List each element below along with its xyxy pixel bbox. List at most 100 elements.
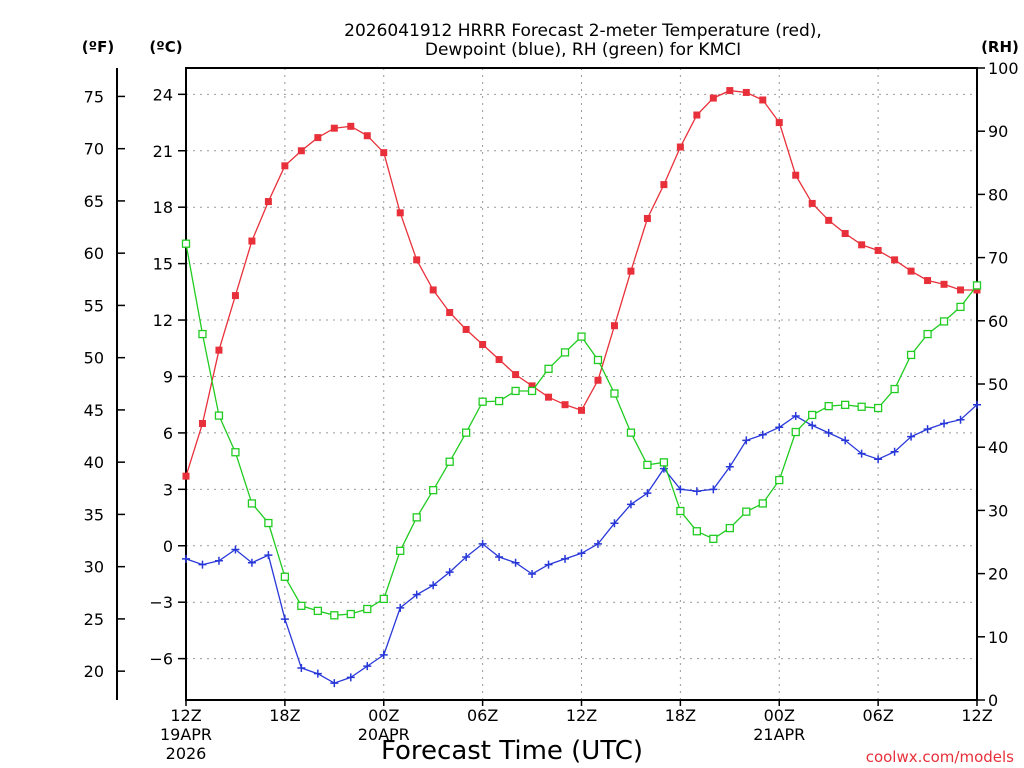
fahrenheit-tick-label: 65 bbox=[84, 192, 104, 211]
rh-marker bbox=[396, 546, 405, 555]
celsius-tick-label: 15 bbox=[153, 255, 173, 274]
temperature-marker bbox=[742, 88, 750, 96]
temperature-marker bbox=[726, 87, 734, 95]
temperature-marker bbox=[198, 420, 206, 427]
rh-marker bbox=[742, 507, 751, 516]
rh-tick-label: 10 bbox=[988, 628, 1008, 647]
time-tick-label: 00Z bbox=[764, 706, 795, 725]
dewpoint-marker bbox=[445, 568, 454, 577]
dewpoint-marker bbox=[528, 569, 537, 578]
time-tick-year: 2026 bbox=[166, 744, 207, 763]
rh-marker bbox=[659, 458, 669, 467]
time-tick-label: 12Z bbox=[961, 706, 992, 725]
fahrenheit-tick-label: 60 bbox=[84, 244, 104, 263]
temperature-marker bbox=[380, 149, 388, 157]
dewpoint-marker bbox=[231, 545, 240, 554]
temperature-marker bbox=[182, 472, 190, 480]
fahrenheit-tick-label: 30 bbox=[84, 558, 104, 577]
temperature-marker bbox=[578, 406, 585, 414]
fahrenheit-tick-label: 50 bbox=[84, 349, 104, 368]
temperature-marker bbox=[841, 230, 849, 238]
rh-marker bbox=[577, 332, 586, 341]
dewpoint-marker bbox=[280, 615, 289, 624]
rh-marker bbox=[280, 572, 290, 581]
rh-marker bbox=[758, 499, 767, 508]
dewpoint-marker bbox=[940, 419, 949, 428]
rh-marker bbox=[841, 400, 850, 410]
temperature-marker bbox=[396, 209, 404, 217]
temperature-marker bbox=[594, 376, 602, 384]
rh-marker bbox=[906, 350, 916, 360]
celsius-tick-label: 18 bbox=[153, 198, 173, 217]
dewpoint-marker bbox=[247, 558, 256, 567]
rh-tick-label: 50 bbox=[988, 375, 1008, 394]
rh-marker bbox=[808, 410, 817, 420]
dewpoint-marker bbox=[182, 554, 190, 563]
celsius-tick-label: 0 bbox=[163, 537, 173, 556]
dewpoint-marker bbox=[907, 432, 916, 441]
rh-marker bbox=[297, 601, 306, 610]
dewpoint-marker bbox=[857, 449, 866, 458]
fahrenheit-tick-label: 35 bbox=[84, 505, 104, 524]
dewpoint-marker bbox=[561, 554, 570, 563]
rh-marker bbox=[313, 606, 322, 616]
temperature-marker bbox=[479, 341, 487, 348]
dewpoint-marker bbox=[824, 428, 833, 437]
temperature-marker bbox=[297, 147, 305, 155]
fahrenheit-tick-label: 70 bbox=[84, 140, 104, 159]
celsius-tick-label: 24 bbox=[153, 85, 173, 104]
temperature-marker bbox=[957, 286, 965, 294]
temperature-marker bbox=[462, 325, 470, 333]
dewpoint-marker bbox=[396, 603, 405, 612]
time-tick-date: 19APR bbox=[160, 725, 212, 744]
rh-marker bbox=[445, 457, 454, 466]
rh-tick-label: 80 bbox=[988, 185, 1008, 204]
dewpoint-marker bbox=[890, 447, 899, 456]
dewpoint-marker bbox=[973, 400, 981, 409]
temperature-marker bbox=[907, 267, 915, 275]
temperature-marker bbox=[264, 198, 272, 206]
rh-marker bbox=[643, 460, 652, 470]
rh-marker bbox=[511, 386, 520, 396]
dewpoint-marker bbox=[363, 662, 372, 671]
rh-marker bbox=[429, 486, 438, 495]
dewpoint-marker bbox=[330, 679, 339, 688]
time-tick-label: 12Z bbox=[170, 706, 201, 725]
rh-marker bbox=[593, 355, 603, 365]
rh-marker bbox=[676, 506, 685, 516]
dewpoint-marker bbox=[791, 411, 800, 420]
rh-tick-label: 0 bbox=[988, 691, 998, 710]
dewpoint-marker bbox=[643, 489, 652, 498]
dewpoint-marker bbox=[346, 673, 355, 682]
temperature-marker bbox=[973, 286, 981, 294]
dewpoint-marker bbox=[808, 421, 817, 430]
time-tick-label: 06Z bbox=[862, 706, 893, 725]
rh-tick-label: 90 bbox=[988, 122, 1008, 141]
temperature-marker bbox=[610, 322, 618, 330]
celsius-tick-label: 12 bbox=[153, 311, 173, 330]
rh-marker bbox=[939, 317, 949, 326]
chart-title-line1: 2026041912 HRRR Forecast 2-meter Tempera… bbox=[344, 21, 822, 41]
rh-marker bbox=[461, 428, 471, 437]
temperature-marker bbox=[429, 286, 437, 294]
rh-marker bbox=[231, 448, 240, 457]
temperature-marker bbox=[545, 393, 553, 401]
rh-marker bbox=[824, 401, 833, 411]
dewpoint-marker bbox=[725, 462, 734, 471]
chart-title-line2: Dewpoint (blue), RH (green) for KMCI bbox=[425, 40, 741, 60]
rh-tick-label: 30 bbox=[988, 501, 1008, 520]
rh-marker bbox=[363, 604, 372, 614]
dewpoint-marker bbox=[544, 560, 553, 569]
time-tick-label: 00Z bbox=[368, 706, 399, 725]
dewpoint-marker bbox=[313, 669, 322, 678]
rh-marker bbox=[214, 411, 224, 420]
temperature-marker bbox=[676, 143, 684, 151]
unit-label-fahrenheit: (ºF) bbox=[82, 38, 114, 56]
rh-marker bbox=[972, 281, 982, 290]
temperature-marker bbox=[528, 382, 536, 390]
temperature-marker bbox=[792, 171, 800, 179]
temperature-marker bbox=[248, 237, 256, 245]
x-axis-label: Forecast Time (UTC) bbox=[381, 736, 643, 766]
temperature-marker bbox=[858, 241, 866, 249]
